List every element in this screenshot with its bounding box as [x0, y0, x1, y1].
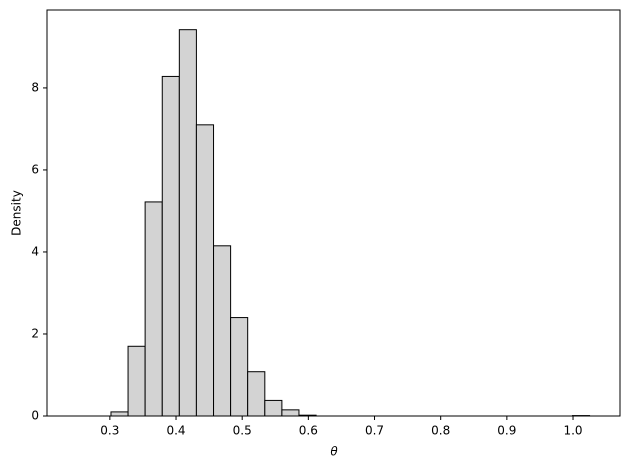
- y-tick-label: 8: [31, 80, 39, 94]
- x-tick-label: 0.5: [233, 424, 252, 438]
- y-tick-label: 2: [31, 326, 39, 340]
- y-tick-label: 0: [31, 409, 39, 423]
- bar: [281, 409, 300, 417]
- y-axis-label: Density: [10, 190, 24, 236]
- bar: [144, 201, 163, 417]
- y-tick-label: 4: [31, 244, 39, 258]
- bar: [110, 411, 129, 417]
- bar: [230, 317, 249, 417]
- plot-frame: [46, 9, 621, 417]
- bar: [213, 245, 232, 417]
- x-tick-label: 0.8: [431, 424, 450, 438]
- bar: [195, 124, 215, 417]
- x-tick-label: 0.3: [100, 424, 119, 438]
- bar: [264, 399, 283, 417]
- bar: [247, 371, 266, 417]
- x-tick-label: 0.4: [166, 424, 185, 438]
- x-tick-label: 1.0: [563, 424, 582, 438]
- x-tick-label: 0.9: [497, 424, 516, 438]
- bar: [127, 345, 146, 417]
- bar: [178, 29, 197, 417]
- y-tick-label: 6: [31, 162, 39, 176]
- x-tick-label: 0.7: [365, 424, 384, 438]
- bar: [161, 75, 180, 417]
- x-tick-label: 0.6: [299, 424, 318, 438]
- x-axis-label: θ: [330, 445, 338, 459]
